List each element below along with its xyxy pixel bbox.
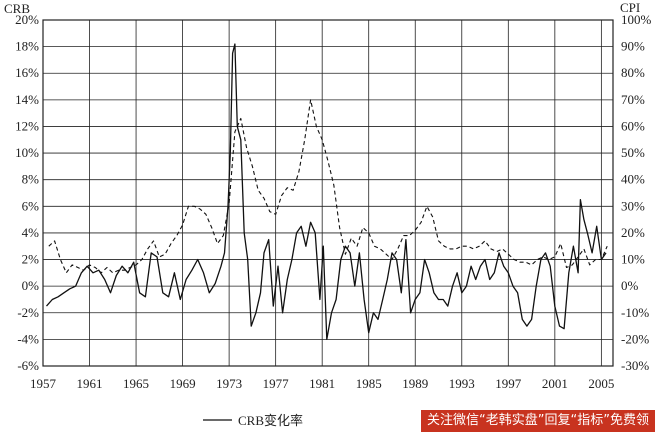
x-tick-label: 1997 [495,376,522,391]
x-tick-label: 2001 [542,376,568,391]
left-tick-label: -2% [17,305,39,320]
right-tick-label: -30% [621,358,649,373]
x-tick-label: 1961 [77,376,103,391]
right-tick-label: 70% [621,92,645,107]
right-tick-label: 90% [621,39,645,54]
right-tick-label: 10% [621,252,645,267]
series-layer [46,43,608,341]
legend-label: CRB变化率 [238,413,303,428]
left-tick-label: 0% [22,278,40,293]
left-tick-label: -6% [17,358,39,373]
left-tick-label: 10% [15,145,39,160]
x-axis-ticks: 1957 1961 1965 1969 1973 1977 1981 1985 1989 1993… [30,376,614,391]
x-tick-label: 1981 [309,376,335,391]
right-tick-label: 40% [621,172,645,187]
x-tick-label: 1969 [170,376,196,391]
left-tick-label: 16% [15,65,39,80]
x-tick-label: 1965 [123,376,149,391]
right-axis-title: CPI [620,0,640,15]
left-axis-ticks: 20% 18% 16% 14% 12% 10% 8% 6% 4% 2% 0% -2% -4% -6% [15,12,39,373]
left-tick-label: 18% [15,39,39,54]
left-tick-label: 6% [22,198,40,213]
right-tick-label: 80% [621,65,645,80]
plot-frame [42,19,614,367]
x-tick-label: 1973 [216,376,242,391]
right-tick-label: 60% [621,118,645,133]
left-axis-title: CRB [4,1,30,16]
left-tick-label: 20% [15,12,39,27]
series-line-crb [46,43,607,341]
x-tick-label: 1989 [402,376,428,391]
right-tick-label: 30% [621,198,645,213]
left-tick-label: 4% [22,225,40,240]
x-tick-label: 1977 [263,376,290,391]
x-tick-label: 1957 [30,376,57,391]
right-axis-ticks: 100% 90% 80% 70% 60% 50% 40% 30% 20% 10% 0% -10% -20… [621,12,652,373]
right-tick-label: -20% [621,331,649,346]
right-tick-label: 20% [621,225,645,240]
grid [43,20,613,366]
left-tick-label: 12% [15,118,39,133]
right-tick-label: 100% [621,12,652,27]
left-tick-label: 14% [15,92,39,107]
left-tick-label: 2% [22,252,40,267]
x-tick-label: 1993 [449,376,475,391]
watermark: 关注微信“老韩实盘”回复“指标”免费领 [421,410,655,432]
left-tick-label: -4% [17,331,39,346]
right-tick-label: -10% [621,305,649,320]
x-tick-label: 1985 [356,376,382,391]
left-tick-label: 8% [22,172,40,187]
right-tick-label: 50% [621,145,645,160]
series-line-cpi [48,99,608,274]
x-tick-label: 2005 [588,376,614,391]
right-tick-label: 0% [621,278,639,293]
